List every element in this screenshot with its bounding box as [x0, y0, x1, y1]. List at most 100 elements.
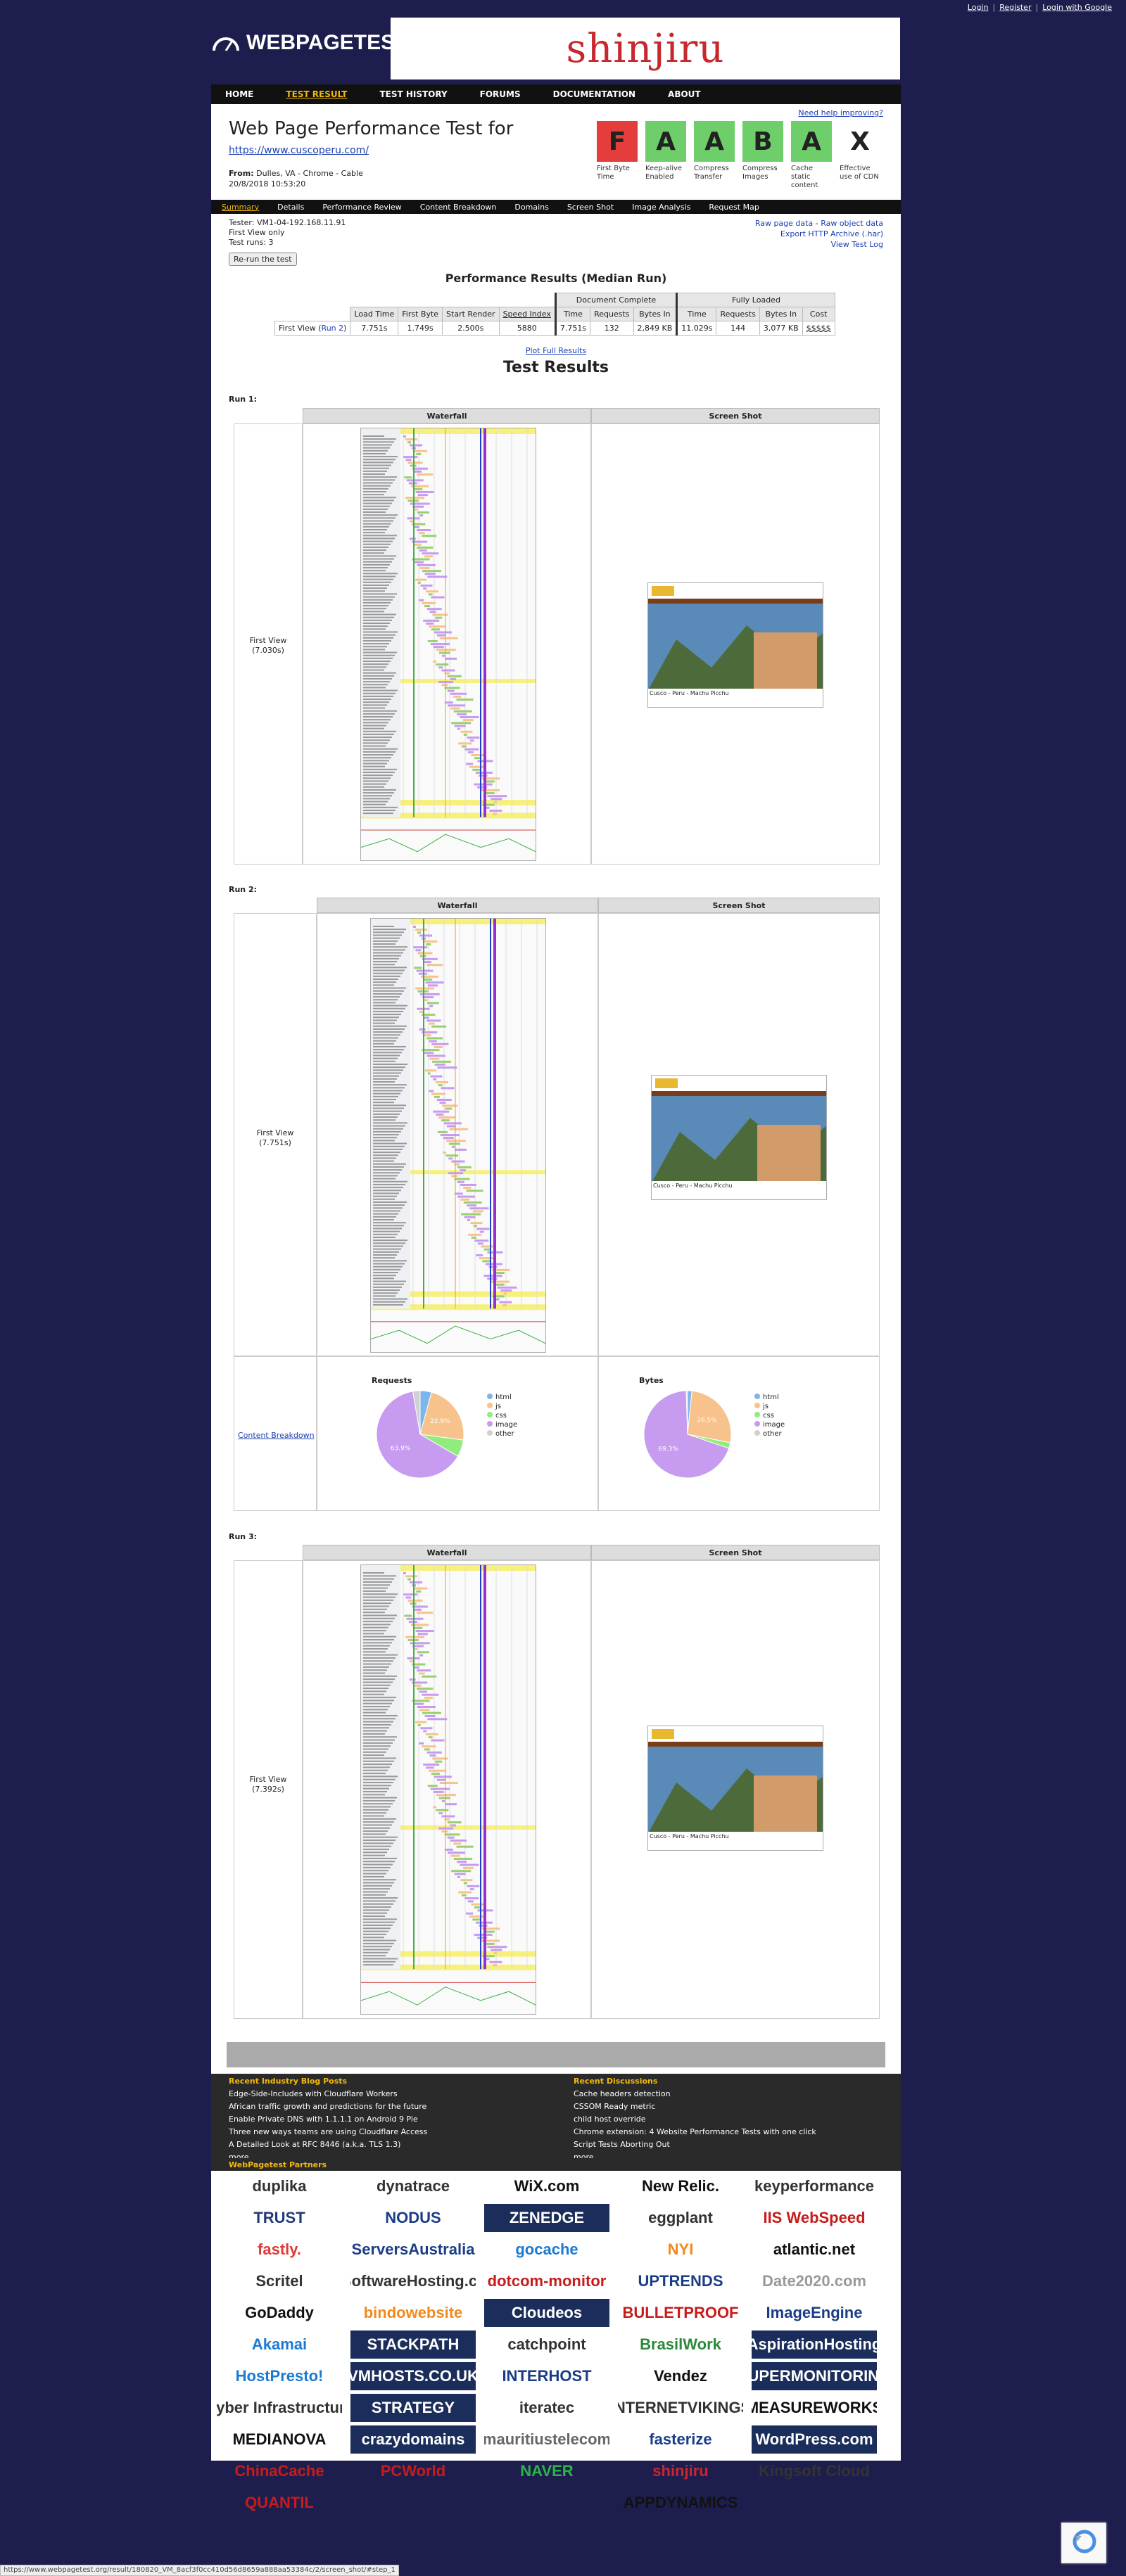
nav-forums[interactable]: FORUMS [479, 89, 521, 99]
site-logo[interactable]: WEBPAGETEST [211, 31, 407, 55]
partner-logo[interactable]: AspirationHosting [752, 2330, 877, 2359]
cell-cost[interactable]: $$$$$ [802, 321, 835, 336]
nav-test-history[interactable]: TEST HISTORY [379, 89, 448, 99]
partner-logo[interactable]: keyperformance [754, 2177, 874, 2195]
nav-test-result[interactable]: TEST RESULT [286, 89, 348, 99]
partner-logo[interactable]: WiX.com [514, 2177, 580, 2195]
login-link[interactable]: Login [967, 2, 989, 12]
run-1-first-view[interactable]: First View (7.030s) [249, 636, 287, 655]
nav-about[interactable]: ABOUT [668, 89, 701, 99]
recaptcha-badge[interactable] [1061, 2523, 1106, 2563]
partner-logo[interactable]: SoftwareHosting.cz [350, 2272, 476, 2290]
partner-logo[interactable]: eggplant [648, 2209, 713, 2226]
list-item[interactable]: child host override [574, 2115, 646, 2124]
run-2-screenshot[interactable]: Cusco - Peru - Machu Picchu [651, 1075, 827, 1200]
partner-logo[interactable]: STRATEGY [350, 2394, 476, 2422]
run-1-screenshot[interactable]: Cusco - Peru - Machu Picchu [647, 582, 823, 708]
partner-logo[interactable] [752, 2489, 877, 2517]
raw-object-data-link[interactable]: Raw object data [821, 219, 883, 228]
partner-logo[interactable]: NODUS [385, 2209, 441, 2226]
partner-logo[interactable] [484, 2489, 609, 2517]
help-link[interactable]: Need help improving? [798, 108, 883, 117]
view-test-log-link[interactable]: View Test Log [830, 240, 883, 249]
run-3-screenshot[interactable]: Cusco - Peru - Machu Picchu [647, 1726, 823, 1851]
partner-logo[interactable]: QUANTIL [245, 2494, 314, 2511]
grade-box[interactable]: X [840, 121, 880, 162]
partner-logo[interactable]: HostPresto! [235, 2367, 324, 2385]
partner-logo[interactable]: UPTRENDS [638, 2272, 723, 2290]
list-item[interactable]: Cache headers detection [574, 2089, 671, 2098]
nav-home[interactable]: HOME [225, 89, 254, 99]
rerun-button[interactable]: Re-run the test [229, 253, 297, 266]
advertisement-banner[interactable]: shinjiru [391, 18, 900, 79]
run-1-waterfall-chart[interactable] [360, 428, 536, 861]
partner-logo[interactable]: TRUST [253, 2209, 305, 2226]
tab-content-breakdown[interactable]: Content Breakdown [419, 202, 497, 212]
partner-logo[interactable]: MEASUREWORKS [752, 2399, 877, 2416]
tab-performance-review[interactable]: Performance Review [322, 202, 402, 212]
partner-logo[interactable]: duplika [252, 2177, 307, 2195]
partner-logo[interactable]: New Relic. [641, 2177, 720, 2195]
list-item[interactable]: Script Tests Aborting Out [574, 2140, 670, 2149]
partner-logo[interactable]: INTERHOST [502, 2367, 592, 2385]
partner-logo[interactable]: MEDIANOVA [232, 2430, 327, 2448]
partner-logo[interactable]: ChinaCache [234, 2462, 324, 2480]
login-google-link[interactable]: Login with Google [1042, 2, 1112, 12]
partner-logo[interactable]: Akamai [251, 2335, 308, 2353]
partner-logo[interactable]: Cloudeos [484, 2299, 609, 2327]
grade-box[interactable]: A [694, 121, 735, 162]
partner-logo[interactable]: Vendez [654, 2367, 707, 2385]
plot-full-results-link[interactable]: Plot Full Results [525, 346, 587, 355]
content-breakdown-link[interactable]: Content Breakdown [238, 1431, 315, 1440]
export-har-link[interactable]: Export HTTP Archive (.har) [780, 229, 883, 238]
partner-logo[interactable]: APPDYNAMICS [623, 2494, 738, 2511]
tab-screen-shot[interactable]: Screen Shot [567, 202, 614, 212]
partner-logo[interactable]: dynatrace [377, 2177, 450, 2195]
partner-logo[interactable]: catchpoint [507, 2335, 586, 2353]
partner-logo[interactable]: ZENEDGE [484, 2204, 609, 2232]
list-item[interactable]: A Detailed Look at RFC 8446 (a.k.a. TLS … [229, 2140, 401, 2149]
tab-summary[interactable]: Summary [222, 202, 260, 212]
partner-logo[interactable]: STACKPATH [350, 2330, 476, 2359]
col-speed-index[interactable]: Speed Index [498, 307, 556, 321]
partner-logo[interactable]: Kingsoft Cloud [759, 2462, 870, 2480]
partner-logo[interactable]: GoDaddy [245, 2304, 314, 2321]
register-link[interactable]: Register [999, 2, 1032, 12]
partner-logo[interactable]: Cyber Infrastructure [217, 2399, 342, 2416]
tab-image-analysis[interactable]: Image Analysis [632, 202, 691, 212]
list-item[interactable]: Enable Private DNS with 1.1.1.1 on Andro… [229, 2115, 418, 2124]
run-3-first-view[interactable]: First View (7.392s) [249, 1775, 287, 1794]
grade-box[interactable]: A [645, 121, 686, 162]
grade-box[interactable]: A [791, 121, 832, 162]
grade-box[interactable]: F [597, 121, 638, 162]
list-item[interactable]: Edge-Side-Includes with Cloudflare Worke… [229, 2089, 398, 2098]
partner-logo[interactable]: shinjiru [652, 2462, 709, 2480]
partner-logo[interactable]: PCWorld [380, 2462, 446, 2480]
run-3-waterfall-chart[interactable] [360, 1564, 536, 2015]
partner-logo[interactable]: VMHOSTS.CO.UK [350, 2362, 476, 2390]
partner-logo[interactable]: BrasilWork [640, 2335, 721, 2353]
partner-logo[interactable]: NAVER [520, 2462, 574, 2480]
partner-logo[interactable]: ServersAustralia [351, 2240, 475, 2258]
partner-logo[interactable]: bindowebsite [363, 2304, 463, 2321]
list-item[interactable]: Three new ways teams are using Cloudflar… [229, 2127, 428, 2136]
partner-logo[interactable]: fasterize [649, 2430, 712, 2448]
partner-logo[interactable]: WordPress.com [752, 2425, 877, 2454]
nav-documentation[interactable]: DOCUMENTATION [552, 89, 636, 99]
list-item[interactable]: CSSOM Ready metric [574, 2102, 656, 2111]
partner-logo[interactable]: iteratec [519, 2399, 575, 2416]
median-run-link[interactable]: Run 2 [321, 324, 344, 333]
partner-logo[interactable]: SUPERMONITORING [752, 2362, 877, 2390]
tab-details[interactable]: Details [277, 202, 305, 212]
partner-logo[interactable]: gocache [515, 2240, 578, 2258]
partner-logo[interactable]: INTERNETVIKINGS [618, 2399, 743, 2416]
partner-logo[interactable]: NYI [667, 2240, 694, 2258]
grade-box[interactable]: B [742, 121, 783, 162]
partner-logo[interactable]: Scritel [255, 2272, 303, 2290]
partner-logo[interactable]: BULLETPROOF [622, 2304, 739, 2321]
partner-logo[interactable]: Date2020.com [762, 2272, 866, 2290]
raw-page-data-link[interactable]: Raw page data [754, 219, 814, 228]
partner-logo[interactable]: dotcom-monitor [487, 2272, 607, 2290]
tab-domains[interactable]: Domains [514, 202, 549, 212]
partner-logo[interactable]: crazydomains [350, 2425, 476, 2454]
